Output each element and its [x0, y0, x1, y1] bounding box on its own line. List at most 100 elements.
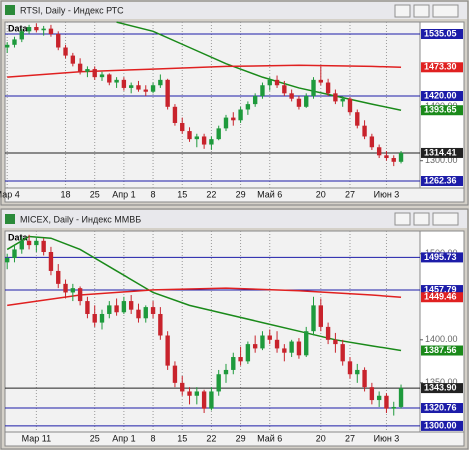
candle-body — [180, 382, 185, 392]
close-button[interactable] — [432, 212, 459, 226]
price-flag-label: 1473.30 — [424, 62, 457, 72]
x-tick-label: 22 — [206, 433, 216, 443]
candle-body — [12, 249, 17, 259]
price-flag-label: 1393.65 — [424, 105, 457, 115]
candle-body — [77, 63, 83, 72]
minimize-button[interactable] — [394, 4, 411, 18]
date-axis — [4, 431, 465, 447]
x-tick-label: Мар 11 — [22, 433, 51, 443]
candle-body — [333, 93, 338, 102]
price-flag — [421, 383, 463, 394]
window-icon — [5, 214, 15, 224]
price-flag — [421, 176, 463, 187]
x-tick-label: 25 — [90, 433, 100, 443]
candle-body — [318, 305, 323, 327]
candle-body — [48, 252, 54, 271]
candle-body — [201, 136, 207, 145]
candle-body — [209, 139, 214, 145]
x-tick-label: 8 — [151, 433, 156, 443]
candle-body — [311, 305, 316, 332]
y-tick-label: 1300.00 — [425, 155, 458, 165]
price-flag — [421, 345, 463, 356]
price-flag — [421, 147, 463, 158]
close-button[interactable] — [432, 4, 459, 18]
candle-body — [92, 69, 97, 78]
candle-body — [384, 395, 389, 409]
price-flag — [421, 62, 463, 73]
candle-body — [238, 109, 243, 121]
price-flag-label: 1420.00 — [424, 90, 457, 100]
candle-body — [347, 361, 353, 375]
candle-body — [398, 152, 404, 162]
candle-body — [304, 331, 309, 356]
candle-body — [158, 313, 163, 336]
candle-body — [282, 348, 287, 353]
price-flag-label: 1535.05 — [424, 28, 457, 38]
candle-body — [391, 158, 396, 162]
candle-body — [245, 104, 251, 110]
candle-body — [143, 89, 148, 92]
candle-body — [333, 339, 338, 345]
maximize-button[interactable] — [413, 4, 430, 18]
candle-body — [19, 31, 24, 40]
minimize-button[interactable] — [394, 212, 411, 226]
x-tick-label: 29 — [236, 189, 246, 199]
candle-body — [201, 391, 207, 409]
candle-body — [223, 369, 229, 375]
candle-body — [70, 55, 76, 64]
x-tick-label: 15 — [177, 189, 187, 199]
candle-body — [231, 357, 236, 370]
price-flag — [421, 285, 463, 296]
candle-body — [282, 85, 287, 94]
price-flag-label: 1449.46 — [424, 292, 457, 302]
candle-body — [384, 155, 389, 159]
candle-body — [347, 98, 353, 113]
candle-body — [48, 28, 54, 35]
x-tick-label: 18 — [61, 189, 71, 199]
window-title: RTSI, Daily - Индекс РТС — [20, 5, 124, 15]
y-tick-label: 1400.00 — [425, 334, 458, 344]
x-tick-label: 8 — [151, 189, 156, 199]
candle-body — [128, 301, 134, 310]
candle-body — [56, 270, 61, 284]
price-flag — [421, 252, 463, 263]
candle-body — [289, 341, 294, 353]
price-flag — [421, 28, 463, 39]
window-title: MICEX, Daily - Индекс ММВБ — [20, 214, 141, 224]
candle-body — [223, 117, 229, 129]
candle-body — [238, 357, 243, 362]
candle-body — [231, 117, 236, 121]
candle-body — [398, 388, 404, 407]
candle-body — [158, 79, 163, 86]
price-flag-label: 1343.90 — [424, 382, 457, 392]
candle-body — [296, 341, 302, 356]
price-flag — [421, 420, 463, 431]
candle-body — [376, 395, 382, 401]
price-flag-label: 1320.76 — [424, 402, 457, 412]
x-tick-label: Апр 1 — [112, 433, 135, 443]
candle-body — [245, 344, 251, 362]
candle-body — [369, 387, 375, 401]
x-tick-label: 20 — [316, 189, 326, 199]
price-flag-label: 1495.73 — [424, 252, 457, 262]
candle-body — [362, 125, 367, 137]
candle-body — [128, 85, 134, 88]
candle-body — [114, 305, 119, 313]
candle-body — [5, 44, 10, 48]
candle-body — [369, 136, 375, 148]
candle-body — [325, 82, 331, 94]
price-flag — [421, 91, 463, 102]
price-flag — [421, 292, 463, 303]
candle-body — [194, 391, 200, 396]
candle-body — [165, 79, 170, 107]
candle-body — [19, 240, 24, 250]
title-bar — [2, 210, 467, 228]
candle-body — [143, 307, 148, 319]
maximize-button[interactable] — [413, 212, 430, 226]
x-tick-label: 22 — [206, 189, 216, 199]
x-tick-label: 27 — [345, 189, 355, 199]
candle-body — [85, 69, 90, 72]
candle-body — [136, 309, 141, 319]
